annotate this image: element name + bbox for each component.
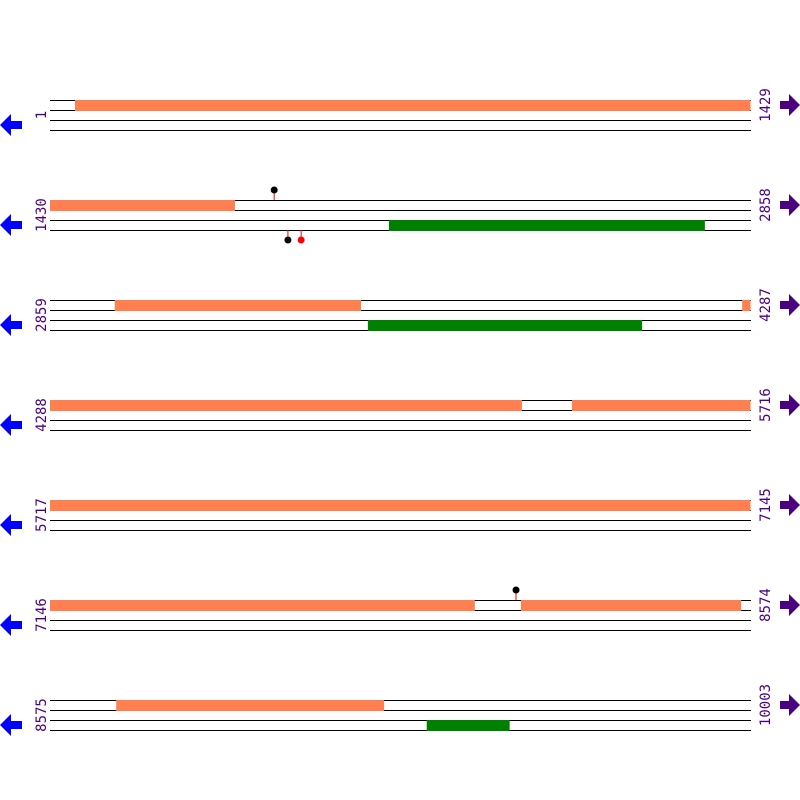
row-start-label: 8575 [34, 698, 50, 732]
top-strand-feature[interactable] [50, 600, 475, 611]
arrow-right-icon[interactable] [780, 294, 800, 316]
arrow-left-icon[interactable] [0, 414, 22, 436]
arrow-left-icon[interactable] [0, 714, 22, 736]
marker-black[interactable] [512, 586, 520, 594]
arrow-left-icon[interactable] [0, 514, 22, 536]
top-strand-feature[interactable] [50, 200, 235, 211]
arrow-left-icon[interactable] [0, 214, 22, 236]
row-end-label: 10003 [758, 684, 774, 726]
row-end-label: 8574 [758, 588, 774, 622]
arrow-left-icon[interactable] [0, 314, 22, 336]
top-strand-feature[interactable] [116, 700, 385, 711]
row-start-label: 5717 [34, 498, 50, 532]
arrow-right-icon[interactable] [780, 94, 800, 116]
bottom-strand-feature[interactable] [367, 320, 643, 331]
arrow-right-icon[interactable] [780, 594, 800, 616]
arrow-right-icon[interactable] [780, 494, 800, 516]
bottom-strand-feature[interactable] [388, 220, 705, 231]
top-strand-feature[interactable] [50, 400, 522, 411]
bottom-strand-feature[interactable] [426, 720, 510, 731]
row-end-label: 1429 [758, 88, 774, 122]
arrow-right-icon[interactable] [780, 394, 800, 416]
marker-red[interactable] [297, 236, 305, 244]
marker-black[interactable] [270, 186, 278, 194]
row-start-label: 1430 [34, 198, 50, 232]
row-start-label: 1 [34, 111, 50, 119]
marker-black[interactable] [284, 236, 292, 244]
row-end-label: 7145 [758, 488, 774, 522]
top-strand-feature[interactable] [520, 600, 742, 611]
row-start-label: 4288 [34, 398, 50, 432]
top-strand-feature[interactable] [50, 500, 751, 511]
arrow-left-icon[interactable] [0, 614, 22, 636]
arrow-left-icon[interactable] [0, 114, 22, 136]
arrow-right-icon[interactable] [780, 194, 800, 216]
top-strand-feature[interactable] [75, 100, 751, 111]
top-strand-feature[interactable] [742, 300, 751, 311]
row-end-label: 5716 [758, 388, 774, 422]
row-start-label: 2859 [34, 298, 50, 332]
row-start-label: 7146 [34, 598, 50, 632]
top-strand-feature[interactable] [571, 400, 751, 411]
row-end-label: 2858 [758, 188, 774, 222]
arrow-right-icon[interactable] [780, 694, 800, 716]
row-end-label: 4287 [758, 288, 774, 322]
top-strand-feature[interactable] [114, 300, 362, 311]
